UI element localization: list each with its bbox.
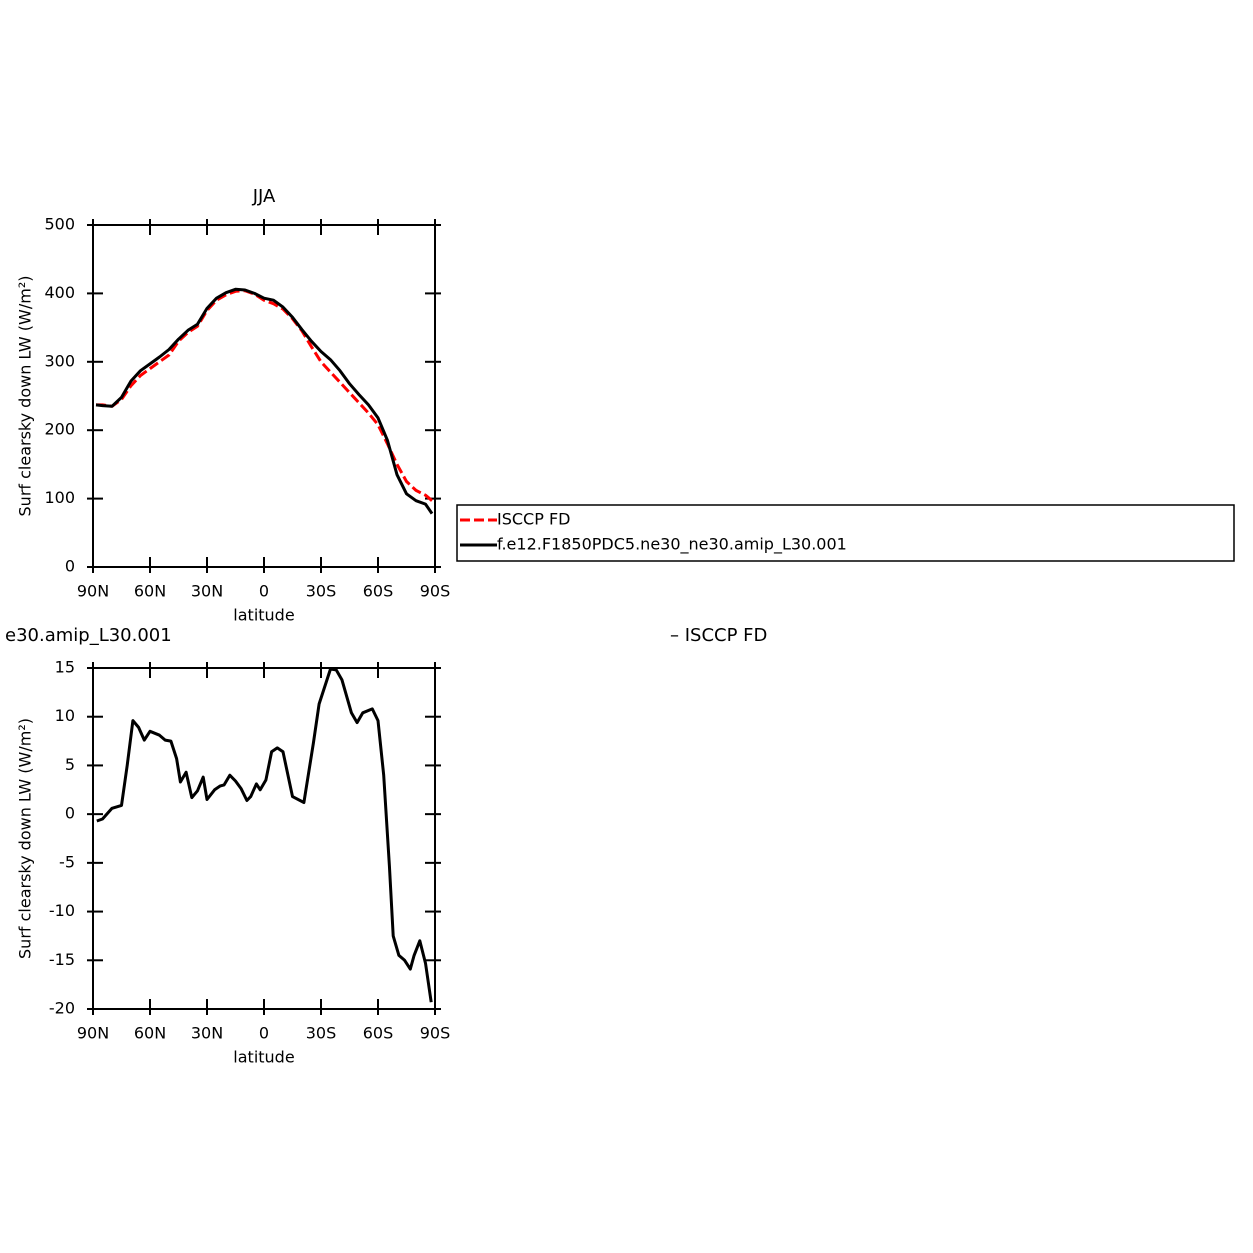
plot-frame <box>92 667 436 1010</box>
x-tick-label: 0 <box>259 1024 269 1043</box>
x-tick-label: 30N <box>191 582 223 601</box>
legend-label: f.e12.F1850PDC5.ne30_ne30.amip_L30.001 <box>497 535 847 555</box>
x-tick-label: 90N <box>77 582 109 601</box>
data-line <box>95 287 434 515</box>
y-tick-label: -10 <box>49 901 75 920</box>
y-tick-label: -15 <box>49 950 75 969</box>
x-tick-label: 60N <box>134 1024 166 1043</box>
y-tick-label: -20 <box>49 999 75 1018</box>
x-tick-label: 90S <box>420 582 451 601</box>
x-tick-label: 0 <box>259 582 269 601</box>
y-tick-label: 0 <box>65 804 75 823</box>
plot-frame <box>92 224 436 568</box>
x-tick-label: 30N <box>191 1024 223 1043</box>
y-tick-label: 500 <box>44 215 75 234</box>
y-tick-label: 15 <box>55 658 75 677</box>
y-tick-label: 300 <box>44 351 75 370</box>
x-tick-label: 60S <box>363 582 394 601</box>
data-line <box>96 289 433 502</box>
y-tick-label: 200 <box>44 420 75 439</box>
x-tick-label: 60N <box>134 582 166 601</box>
x-tick-label: 60S <box>363 1024 394 1043</box>
x-axis-label: latitude <box>233 1048 294 1067</box>
x-tick-label: 90S <box>420 1024 451 1043</box>
x-tick-label: 30S <box>306 1024 337 1043</box>
y-tick-label: 100 <box>44 488 75 507</box>
y-axis-label: Surf clearsky down LW (W/m²) <box>16 718 35 959</box>
y-tick-label: 10 <box>55 706 75 725</box>
right-title: – ISCCP FD <box>670 625 767 646</box>
x-tick-label: 90N <box>77 1024 109 1043</box>
legend-label: ISCCP FD <box>497 510 570 529</box>
y-tick-label: -5 <box>59 852 75 871</box>
data-line <box>96 667 433 1003</box>
y-tick-label: 400 <box>44 283 75 302</box>
x-tick-label: 30S <box>306 582 337 601</box>
y-tick-label: 5 <box>65 755 75 774</box>
left-title: e30.amip_L30.001 <box>5 625 172 646</box>
chart-title: JJA <box>252 186 276 207</box>
x-axis-label: latitude <box>233 606 294 625</box>
y-axis-label: Surf clearsky down LW (W/m²) <box>16 276 35 517</box>
legend-box <box>456 504 1235 562</box>
y-tick-label: 0 <box>65 557 75 576</box>
